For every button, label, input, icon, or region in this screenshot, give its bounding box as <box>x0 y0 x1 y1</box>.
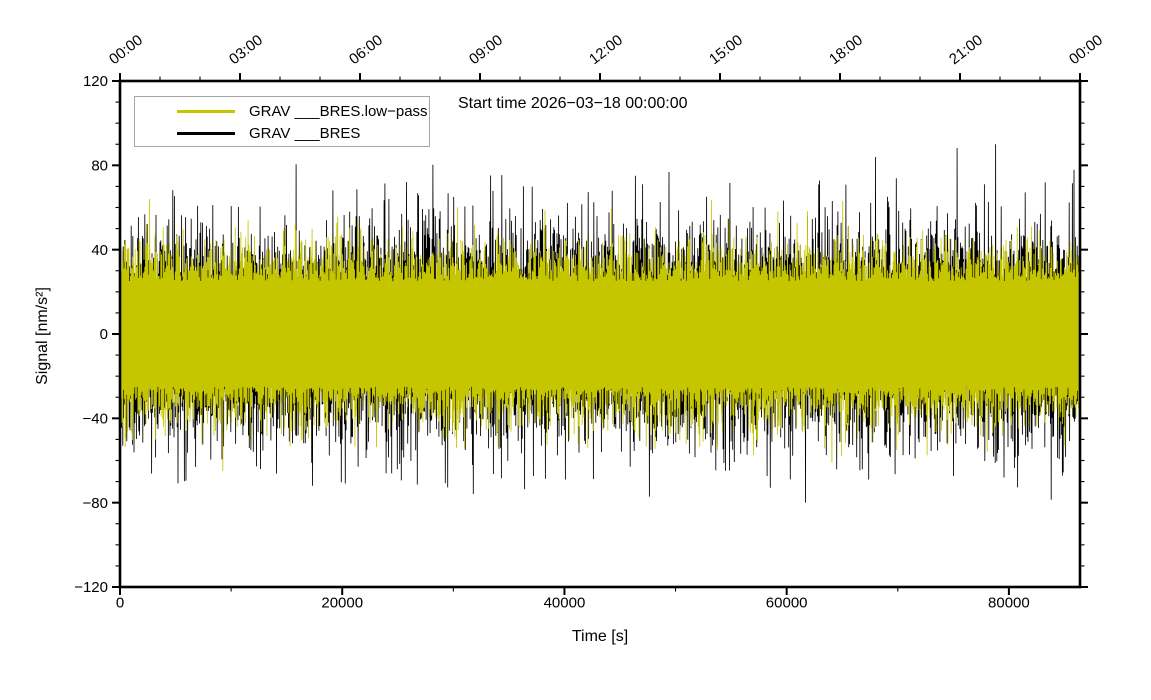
x-tick-label-bottom: 80000 <box>988 595 1030 612</box>
axis-ticks-y: 120 80 40 0 −40 −80 −120 <box>74 73 1088 596</box>
legend-label-raw: GRAV ___BRES <box>249 124 361 142</box>
x-tick-label-top: 03:00 <box>226 32 266 69</box>
axis-ticks-bottom: 0 20000 40000 60000 80000 <box>116 587 1030 612</box>
x-tick-label-top: 06:00 <box>346 32 386 69</box>
plot-series <box>119 144 1081 503</box>
x-tick-label-bottom: 0 <box>116 595 124 612</box>
legend-entry-raw: GRAV ___BRES <box>177 122 429 144</box>
legend-swatch-lowpass <box>177 109 235 113</box>
y-tick-label: 80 <box>91 158 108 175</box>
y-tick-label: 40 <box>91 242 108 259</box>
x-tick-label-top: 21:00 <box>946 32 986 69</box>
x-tick-label-top: 09:00 <box>466 32 506 69</box>
legend-swatch-raw <box>177 131 235 135</box>
x-axis-label: Time [s] <box>571 628 629 645</box>
y-tick-label: −80 <box>83 495 108 512</box>
x-tick-label-top: 00:00 <box>1066 32 1106 69</box>
chart-title: Start time 2026−03−18 00:00:00 <box>458 95 688 112</box>
y-tick-label: −40 <box>83 411 108 428</box>
x-tick-label-top: 12:00 <box>586 32 626 69</box>
legend-label-lowpass: GRAV ___BRES.low−pass <box>249 102 428 120</box>
x-tick-label-top: 18:00 <box>826 32 866 69</box>
x-tick-label-bottom: 20000 <box>321 595 363 612</box>
legend: GRAV ___BRES.low−pass GRAV ___BRES <box>134 96 430 147</box>
y-axis-label: Signal [nm/s²] <box>34 287 51 385</box>
legend-entry-lowpass: GRAV ___BRES.low−pass <box>177 100 429 122</box>
axis-ticks-top: 00:00 03:00 06:00 09:00 12:00 15:00 18:00 21:00… <box>106 32 1106 81</box>
x-tick-label-bottom: 60000 <box>766 595 808 612</box>
y-tick-label: 120 <box>83 73 108 90</box>
y-tick-label: 0 <box>100 326 108 343</box>
series-1-trace <box>119 199 1081 472</box>
x-tick-label-top: 00:00 <box>106 32 146 69</box>
plot-frame <box>118 79 1082 589</box>
x-tick-label-bottom: 40000 <box>544 595 586 612</box>
axis-frame <box>118 79 1082 589</box>
y-tick-label: −120 <box>74 579 108 596</box>
x-tick-label-top: 15:00 <box>706 32 746 69</box>
